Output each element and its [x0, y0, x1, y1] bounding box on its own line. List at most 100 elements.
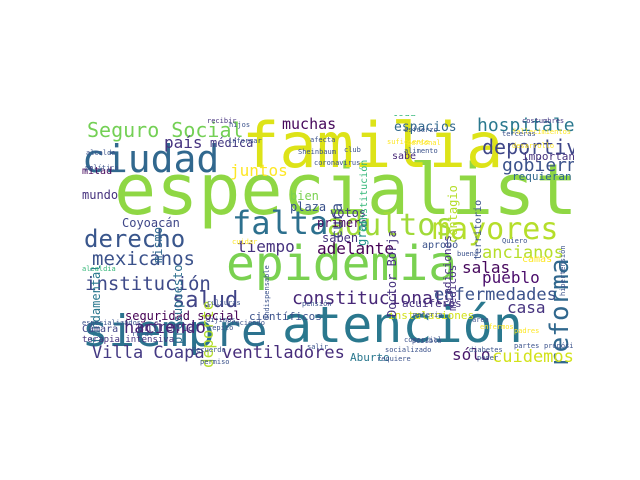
- word-85: propósito: [544, 342, 574, 350]
- word-113: terceras: [502, 130, 536, 138]
- word-14: gobierno: [502, 155, 574, 176]
- word-104: indispensable: [263, 265, 271, 320]
- word-22: ancianos: [482, 243, 564, 263]
- word-19: enfermedades: [434, 285, 557, 305]
- word-21: cuidemos: [492, 347, 574, 367]
- word-44: presupuesto: [171, 264, 185, 344]
- word-60: médicos: [446, 264, 459, 311]
- word-30: pueblo: [482, 268, 540, 287]
- word-7: adultos: [327, 208, 454, 243]
- word-47: plaza: [290, 200, 327, 214]
- word-100: requiere: [377, 355, 411, 363]
- word-46: bien: [290, 189, 319, 203]
- word-17: mexicanos: [92, 248, 195, 270]
- word-0: especialista: [114, 149, 574, 231]
- word-67: terapia intensiva: [82, 335, 175, 345]
- word-90: creciendo: [227, 319, 265, 327]
- word-8: mayores: [432, 212, 559, 247]
- word-50: primero: [317, 216, 368, 230]
- word-92: suficiente: [387, 138, 430, 146]
- word-27: tiempo: [237, 237, 295, 256]
- word-68: mitad: [82, 166, 113, 177]
- word-43: mismo: [151, 226, 165, 263]
- word-39: seguridad social: [125, 309, 241, 323]
- word-79: recibir: [207, 117, 237, 125]
- word-98: partes: [514, 342, 540, 350]
- word-45: médica: [210, 136, 254, 150]
- word-93: alimento: [404, 147, 438, 155]
- word-54: acuíferos: [402, 297, 462, 310]
- word-33: muchas: [282, 115, 337, 133]
- word-1: familia: [242, 115, 504, 182]
- word-110: socializado: [385, 346, 432, 354]
- word-80: buena: [457, 250, 479, 258]
- word-70: alcalde: [86, 149, 116, 157]
- word-96: hipertensión: [559, 245, 567, 296]
- word-49: saben: [322, 231, 359, 245]
- word-41: Coyoacán: [122, 216, 180, 230]
- word-23: Villa Coapa: [92, 343, 205, 363]
- word-36: espacios: [394, 120, 457, 135]
- word-16: institución: [85, 273, 211, 295]
- word-88: Quiero: [502, 237, 528, 245]
- word-65: aprobó: [422, 240, 459, 251]
- word-42: mundo: [82, 188, 119, 202]
- word-83: enfermos: [480, 323, 514, 331]
- word-31: casa: [507, 298, 546, 317]
- word-6: falta: [232, 204, 329, 242]
- word-77: alcaldía: [82, 265, 116, 273]
- word-73: Sheinbaum: [298, 148, 336, 156]
- word-2: epidemia: [226, 236, 458, 292]
- word-97: padres: [514, 327, 540, 335]
- word-3: atención: [282, 296, 523, 354]
- word-112: área: [472, 316, 489, 324]
- word-86: culturas: [207, 299, 241, 307]
- word-75: personal: [407, 139, 441, 147]
- word-20: ventiladores: [222, 343, 345, 363]
- word-111: salir: [307, 343, 329, 351]
- word-29: salas: [462, 258, 511, 277]
- word-15: salud: [172, 288, 239, 313]
- word-76: diabetes: [469, 346, 503, 354]
- word-101: permiso: [200, 358, 230, 366]
- word-102: especializados: [82, 319, 142, 327]
- word-5: ciudad: [82, 137, 220, 181]
- word-64: camas: [522, 254, 553, 265]
- word-4: siempre: [82, 306, 268, 357]
- word-cloud: especialista familia epidemia atención siemp…: [82, 115, 574, 368]
- word-69: sabe: [392, 151, 417, 162]
- word-10: Seguro Social: [87, 118, 244, 142]
- word-52: científicos: [249, 310, 322, 323]
- word-114: afecta: [310, 136, 336, 144]
- word-53: instalaciones: [388, 309, 475, 322]
- word-55: Doctor Borja: [385, 230, 399, 317]
- word-71: política: [85, 164, 119, 172]
- word-18: constitucional: [292, 288, 444, 309]
- word-11: hospitales: [477, 115, 574, 136]
- word-78: cuidar: [232, 238, 258, 246]
- word-32: sólo: [452, 345, 491, 364]
- word-81: hijos: [229, 121, 251, 129]
- word-91: esfuerzo: [404, 126, 438, 134]
- word-94: comercial: [404, 336, 442, 344]
- word-62: importante: [522, 150, 574, 163]
- word-106: repito: [208, 324, 234, 332]
- word-109: desarrollo: [512, 142, 555, 150]
- word-84: pensión: [302, 300, 332, 308]
- word-28: adelante: [317, 239, 395, 258]
- word-57: Constitución: [359, 159, 370, 232]
- word-66: Cámara: [82, 324, 119, 335]
- word-82: posible: [412, 337, 442, 345]
- word-74: coronavirus: [314, 159, 361, 167]
- word-105: dijimos: [206, 316, 236, 324]
- word-12: deportivo: [482, 135, 574, 159]
- word-40: enfrentar: [137, 320, 203, 334]
- word-72: costumbres: [522, 117, 565, 125]
- word-89: club: [344, 146, 361, 154]
- word-37: toda: [392, 115, 416, 119]
- word-87: rural: [132, 330, 154, 338]
- word-24: haciendo: [124, 318, 206, 338]
- word-25: país: [164, 133, 203, 152]
- word-48: votos: [330, 206, 367, 220]
- word-63: requieran: [512, 170, 572, 183]
